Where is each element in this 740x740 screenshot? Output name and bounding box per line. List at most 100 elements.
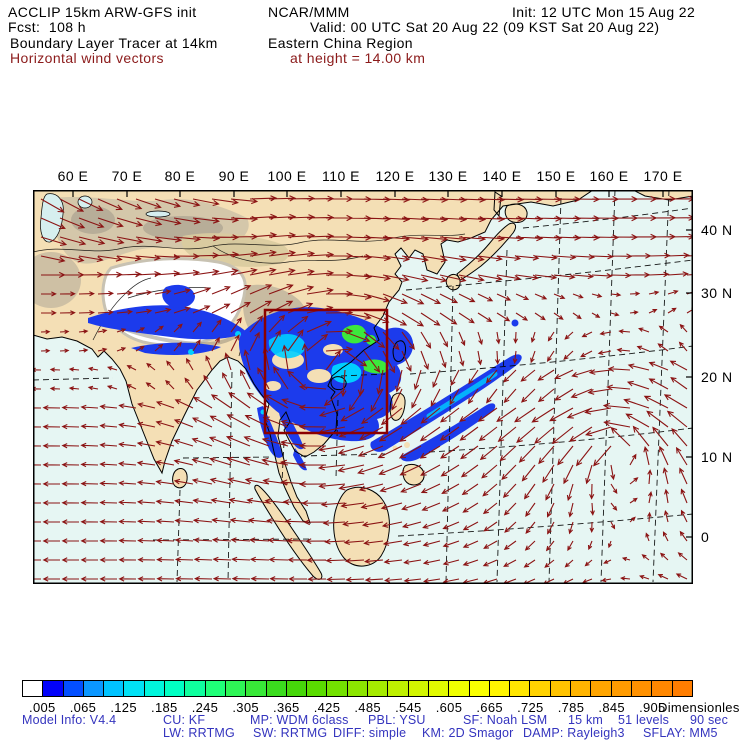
colorbar-cell xyxy=(550,681,572,696)
model-info-segment: SFLAY: MM5 xyxy=(643,726,718,740)
lon-tick-label: 110 E xyxy=(321,168,361,184)
map-border xyxy=(33,190,693,584)
colorbar-tick-label: .125 xyxy=(110,700,137,715)
model-info-segment: Model Info: V4.4 xyxy=(22,713,117,727)
colorbar-cell xyxy=(489,681,511,696)
model-info-segment: CU: KF xyxy=(163,713,206,727)
model-info-segment: DIFF: simple xyxy=(333,726,407,740)
lon-tick-label: 100 E xyxy=(267,168,307,184)
lon-tick-label: 90 E xyxy=(218,168,250,184)
colorbar-tick-label: .185 xyxy=(151,700,178,715)
region-title: Eastern China Region xyxy=(268,35,413,51)
model-info-segment: 15 km xyxy=(568,713,604,727)
colorbar-cell xyxy=(327,681,348,696)
lon-tick-label: 140 E xyxy=(482,168,522,184)
colorbar-tick-label: .425 xyxy=(313,700,341,715)
model-info-segment: SF: Noah LSM xyxy=(463,713,548,727)
colorbar-cell xyxy=(286,681,308,696)
model-info-segment: LW: RRTMG xyxy=(163,726,235,740)
colorbar-cell xyxy=(43,681,64,696)
lat-tick-label: 30 N xyxy=(701,285,733,301)
colorbar-tick-label: .005 xyxy=(29,700,56,715)
colorbar-cell xyxy=(307,681,328,696)
model-info-segment: KM: 2D Smagor xyxy=(422,726,514,740)
axis-ticks xyxy=(72,191,692,538)
colorbar xyxy=(22,680,693,697)
colorbar-units: Dimensionless xyxy=(658,700,740,715)
colorbar-cell xyxy=(672,681,692,696)
colorbar-cell xyxy=(165,681,186,696)
tracer-plume xyxy=(88,284,522,471)
colorbar-cell xyxy=(144,681,166,696)
lon-tick-label: 150 E xyxy=(536,168,576,184)
colorbar-cell xyxy=(428,681,450,696)
colorbar-cell xyxy=(104,681,125,696)
lat-tick-label: 40 N xyxy=(701,222,733,238)
colorbar-tick-label: .245 xyxy=(191,700,219,715)
map-canvas xyxy=(21,189,715,585)
colorbar-cell xyxy=(246,681,267,696)
colorbar-cell xyxy=(23,681,44,696)
colorbar-cell xyxy=(469,681,490,696)
colorbar-cell xyxy=(347,681,369,696)
colorbar-tick-label: .725 xyxy=(517,700,544,715)
colorbar-cell xyxy=(124,681,145,696)
colorbar-tick-label: .905 xyxy=(639,700,666,715)
lon-tick-label: 60 E xyxy=(57,168,89,184)
map-area xyxy=(21,189,715,585)
lon-tick-label: 70 E xyxy=(111,168,143,184)
fcst-hour: Fcst: 108 h xyxy=(8,19,86,35)
colorbar-cell xyxy=(571,681,592,696)
model-info-segment: DAMP: Rayleigh3 xyxy=(523,726,625,740)
colorbar-cell xyxy=(611,681,632,696)
colorbar-cell xyxy=(530,681,551,696)
model-info-segment: 90 sec xyxy=(690,713,729,727)
lon-tick-label: 160 E xyxy=(589,168,629,184)
overlay-title: Horizontal wind vectors xyxy=(10,50,164,66)
lake-balkhash xyxy=(145,210,171,218)
model-info-segment: SW: RRTMG xyxy=(253,726,328,740)
colorbar-tick-label: .545 xyxy=(395,700,422,715)
colorbar-tick-label: .305 xyxy=(232,700,259,715)
model-info-segment: 51 levels xyxy=(618,713,670,727)
lon-tick-label: 170 E xyxy=(643,168,683,184)
field-title: Boundary Layer Tracer at 14km xyxy=(10,35,218,51)
colorbar-cell xyxy=(510,681,531,696)
colorbar-cell xyxy=(449,681,470,696)
colorbar-tick-label: .485 xyxy=(354,700,381,715)
model-info-segment: MP: WDM 6class xyxy=(250,713,349,727)
colorbar-cell xyxy=(205,681,226,696)
org-label: NCAR/MMM xyxy=(268,4,350,20)
lat-tick-label: 0 xyxy=(701,529,710,545)
valid-time: Valid: 00 UTC Sat 20 Aug 22 (09 KST Sat … xyxy=(310,19,660,35)
colorbar-cell xyxy=(83,681,105,696)
colorbar-cell xyxy=(388,681,409,696)
colorbar-cell xyxy=(631,681,653,696)
lon-tick-label: 80 E xyxy=(164,168,196,184)
colorbar-tick-label: .605 xyxy=(435,700,463,715)
lat-tick-label: 10 N xyxy=(701,449,733,465)
model-title: ACCLIP 15km ARW-GFS init xyxy=(8,4,197,20)
colorbar-cell xyxy=(408,681,429,696)
caspian-sea xyxy=(40,193,64,243)
lon-tick-label: 120 E xyxy=(375,168,415,184)
colorbar-tick-label: .845 xyxy=(598,700,625,715)
colorbar-tick-label: .785 xyxy=(557,700,585,715)
colorbar-cell xyxy=(225,681,247,696)
colorbar-cell xyxy=(266,681,287,696)
colorbar-cell xyxy=(652,681,673,696)
region-box xyxy=(263,308,389,435)
colorbar-cell xyxy=(368,681,389,696)
colorbar-cell xyxy=(185,681,206,696)
colorbar-tick-label: .365 xyxy=(273,700,300,715)
colorbar-cell xyxy=(63,681,84,696)
init-time: Init: 12 UTC Mon 15 Aug 22 xyxy=(512,4,696,20)
lon-tick-label: 130 E xyxy=(428,168,468,184)
model-info-segment: PBL: YSU xyxy=(368,713,426,727)
height-label: at height = 14.00 km xyxy=(290,50,426,66)
colorbar-tick-label: .065 xyxy=(69,700,97,715)
colorbar-tick-label: .665 xyxy=(476,700,503,715)
lat-tick-label: 20 N xyxy=(701,369,733,385)
colorbar-cell xyxy=(591,681,612,696)
